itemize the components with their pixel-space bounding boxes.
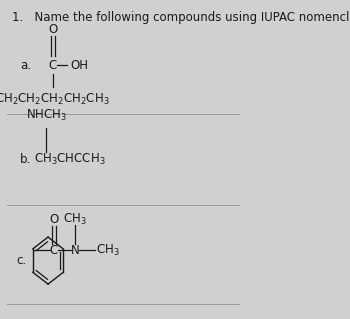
Text: O: O [48, 23, 57, 36]
Text: OH: OH [70, 59, 88, 72]
Text: CH$_3$: CH$_3$ [96, 243, 120, 258]
Text: a.: a. [20, 59, 31, 72]
Text: C: C [50, 244, 58, 257]
Text: b.: b. [20, 153, 31, 166]
Text: C: C [49, 59, 57, 72]
Text: CH$_3$: CH$_3$ [63, 211, 87, 226]
Text: CH$_3$CHCCH$_3$: CH$_3$CHCCH$_3$ [34, 152, 106, 167]
Text: 1.   Name the following compounds using IUPAC nomenclature.: 1. Name the following compounds using IU… [12, 11, 350, 24]
Text: CH$_2$CH$_2$CH$_2$CH$_2$CH$_3$: CH$_2$CH$_2$CH$_2$CH$_2$CH$_3$ [0, 92, 110, 107]
Text: NHCH$_3$: NHCH$_3$ [26, 108, 67, 122]
Text: c.: c. [16, 254, 27, 267]
Text: N: N [70, 244, 79, 257]
Text: O: O [49, 212, 58, 226]
